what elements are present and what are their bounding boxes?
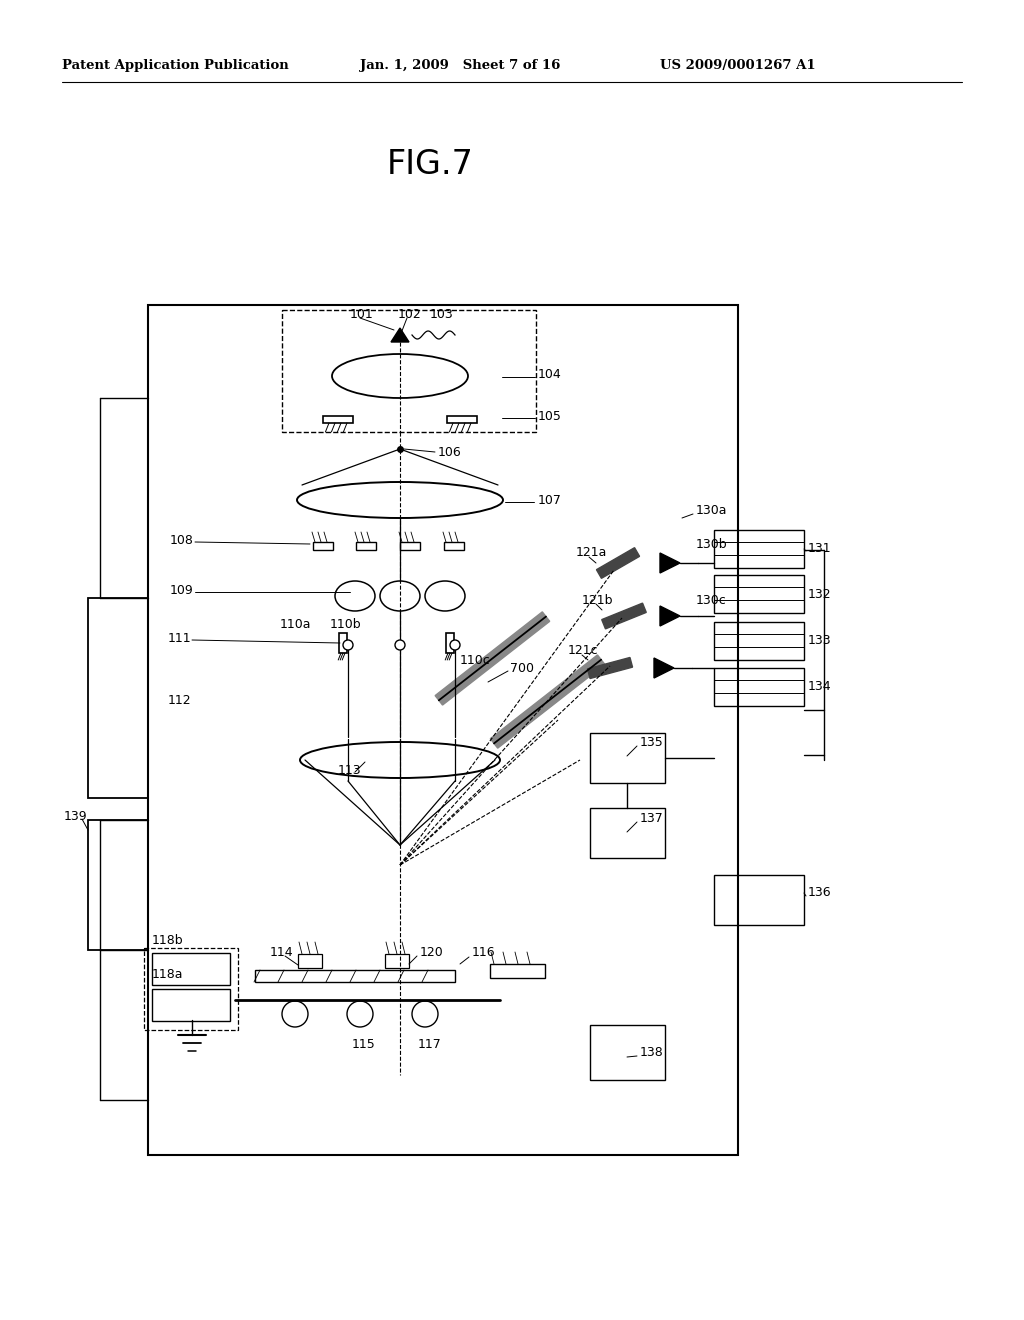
Bar xyxy=(356,543,376,550)
Text: FIG.7: FIG.7 xyxy=(387,149,473,181)
Bar xyxy=(323,416,353,422)
Text: 136: 136 xyxy=(808,887,831,899)
Bar xyxy=(447,416,477,422)
Bar xyxy=(714,531,804,568)
Text: 130a: 130a xyxy=(696,503,727,516)
Polygon shape xyxy=(602,603,646,628)
Bar xyxy=(313,543,333,550)
Bar xyxy=(490,964,545,978)
Polygon shape xyxy=(660,553,680,573)
Text: 134: 134 xyxy=(808,681,831,693)
Text: 700: 700 xyxy=(510,661,534,675)
Text: 121a: 121a xyxy=(575,546,607,560)
Bar xyxy=(152,953,230,985)
Bar xyxy=(590,808,665,858)
Polygon shape xyxy=(596,548,640,578)
Text: Jan. 1, 2009   Sheet 7 of 16: Jan. 1, 2009 Sheet 7 of 16 xyxy=(360,58,560,71)
Bar xyxy=(282,310,536,432)
Text: 110b: 110b xyxy=(330,619,361,631)
Bar xyxy=(88,598,148,799)
Bar xyxy=(714,875,804,925)
Bar xyxy=(400,543,420,550)
Polygon shape xyxy=(490,655,605,748)
Bar xyxy=(255,970,455,982)
Text: 121b: 121b xyxy=(582,594,613,606)
Circle shape xyxy=(450,640,460,649)
Text: 135: 135 xyxy=(640,735,664,748)
Text: 112: 112 xyxy=(168,693,191,706)
Bar xyxy=(339,634,347,653)
Bar xyxy=(446,634,454,653)
Text: 117: 117 xyxy=(418,1039,441,1052)
Polygon shape xyxy=(660,606,680,626)
Polygon shape xyxy=(654,657,674,678)
Bar xyxy=(385,954,409,968)
Bar xyxy=(590,733,665,783)
Text: 114: 114 xyxy=(270,946,294,960)
Polygon shape xyxy=(391,327,409,342)
Text: 121c: 121c xyxy=(568,644,599,657)
Text: 132: 132 xyxy=(808,587,831,601)
Text: 110c: 110c xyxy=(460,653,490,667)
Text: 110a: 110a xyxy=(280,619,311,631)
Text: 113: 113 xyxy=(338,763,361,776)
Circle shape xyxy=(343,640,353,649)
Text: 115: 115 xyxy=(352,1039,376,1052)
Bar xyxy=(590,1026,665,1080)
Bar xyxy=(714,576,804,612)
Circle shape xyxy=(412,1001,438,1027)
Bar xyxy=(152,989,230,1020)
Circle shape xyxy=(282,1001,308,1027)
Text: 108: 108 xyxy=(170,533,194,546)
Text: Patent Application Publication: Patent Application Publication xyxy=(62,58,289,71)
Bar xyxy=(714,668,804,706)
Text: 101: 101 xyxy=(350,309,374,322)
Text: 116: 116 xyxy=(472,946,496,960)
Text: 111: 111 xyxy=(168,631,191,644)
Bar xyxy=(88,820,148,950)
Text: 107: 107 xyxy=(538,494,562,507)
Bar xyxy=(144,948,238,1030)
Text: 133: 133 xyxy=(808,635,831,648)
Text: US 2009/0001267 A1: US 2009/0001267 A1 xyxy=(660,58,816,71)
Text: 118b: 118b xyxy=(152,933,183,946)
Text: 102: 102 xyxy=(398,309,422,322)
Text: 138: 138 xyxy=(640,1047,664,1060)
Text: 131: 131 xyxy=(808,541,831,554)
Polygon shape xyxy=(588,657,633,678)
Text: 120: 120 xyxy=(420,946,443,960)
Circle shape xyxy=(395,640,406,649)
Text: 109: 109 xyxy=(170,583,194,597)
Text: 105: 105 xyxy=(538,409,562,422)
Bar xyxy=(444,543,464,550)
Text: 106: 106 xyxy=(438,446,462,458)
Bar xyxy=(148,305,738,1155)
Polygon shape xyxy=(435,612,550,705)
Text: 104: 104 xyxy=(538,368,562,381)
Circle shape xyxy=(347,1001,373,1027)
Bar xyxy=(298,954,322,968)
Text: 118a: 118a xyxy=(152,969,183,982)
Text: 139: 139 xyxy=(63,809,88,822)
Text: 137: 137 xyxy=(640,813,664,825)
Text: 130c: 130c xyxy=(696,594,727,606)
Text: 130b: 130b xyxy=(696,539,728,552)
Bar xyxy=(714,622,804,660)
Text: 103: 103 xyxy=(430,309,454,322)
